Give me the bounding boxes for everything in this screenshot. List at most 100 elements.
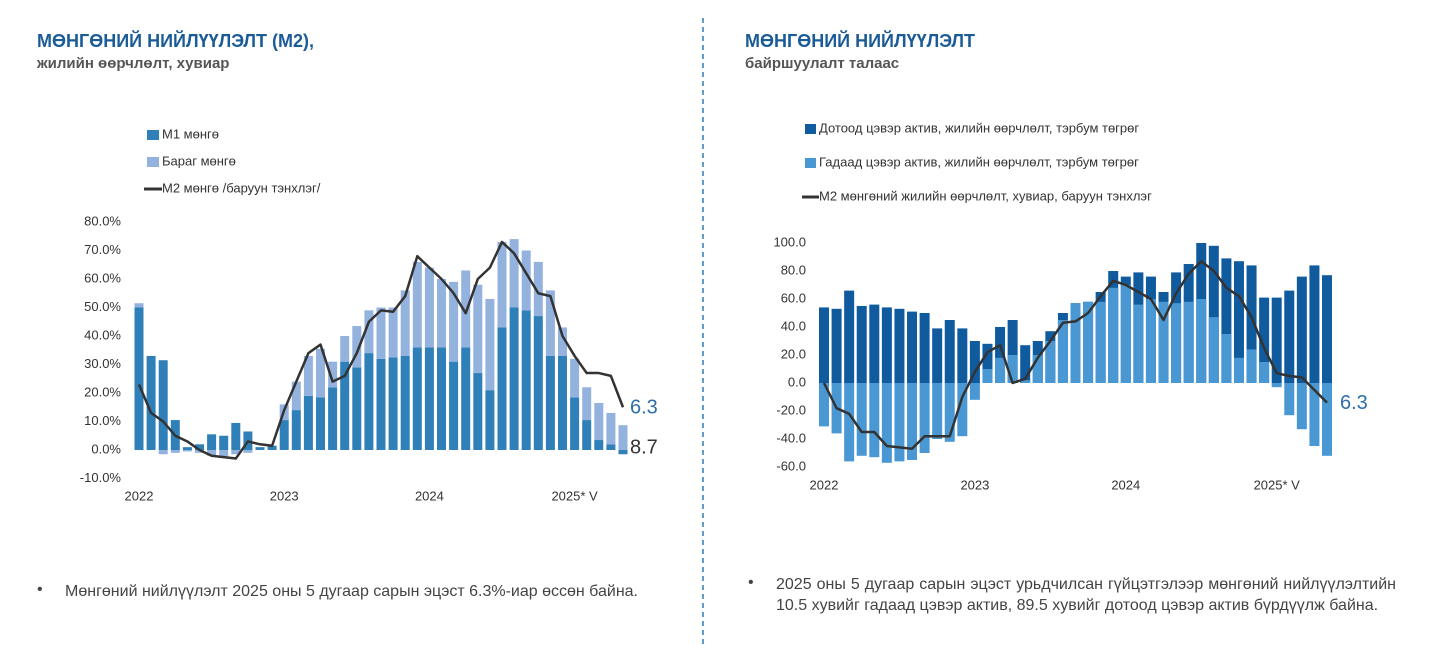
bar: [1158, 301, 1169, 383]
bar: [582, 387, 592, 421]
x-tick-label: 2023: [960, 477, 989, 492]
bar: [424, 347, 434, 450]
bar: [1045, 341, 1056, 383]
bar: [957, 383, 968, 437]
bar: [1083, 301, 1094, 383]
legend-swatch: [805, 158, 816, 168]
bar: [340, 361, 350, 450]
y-tick-label: 60.0: [781, 290, 806, 305]
y-tick-label: 80.0%: [84, 213, 121, 228]
bar: [352, 326, 362, 368]
bar: [243, 450, 253, 453]
bar: [509, 307, 519, 450]
x-tick-label: 2022: [125, 488, 154, 503]
bar: [1259, 362, 1270, 383]
y-tick-label: 0.0%: [91, 441, 121, 456]
bar: [437, 347, 446, 450]
bar: [1309, 265, 1320, 383]
bar: [461, 270, 471, 348]
legend-label: М2 мөнгөний жилийн өөрчлөлт, хувиар, бар…: [819, 188, 1152, 203]
bar: [1296, 383, 1307, 430]
bar: [485, 390, 495, 450]
bar: [594, 440, 604, 450]
note: 2025 оны 5 дугаар сарын эцэст урьдчилсан…: [776, 576, 1396, 614]
bar: [558, 355, 567, 450]
bar: [1221, 258, 1232, 383]
bar: [340, 336, 350, 362]
bar: [1171, 303, 1182, 383]
bar: [521, 250, 531, 311]
bar: [1233, 357, 1244, 383]
bar: [449, 361, 459, 450]
bar: [1020, 380, 1031, 383]
bar: [521, 310, 531, 450]
bar: [303, 355, 313, 396]
bar: [449, 281, 459, 362]
bar: [134, 307, 144, 450]
bar: [856, 306, 867, 383]
legend-label: Дотоод цэвэр актив, жилийн өөрчлөлт, тэр…: [819, 120, 1139, 135]
annotation: 6.3: [630, 397, 658, 419]
legend-swatch: [805, 124, 816, 134]
x-tick-label: 2025* V: [551, 488, 598, 503]
bar: [907, 311, 918, 383]
bar: [1133, 304, 1144, 383]
bar: [1120, 285, 1131, 383]
bar: [195, 450, 204, 453]
bar: [1057, 320, 1068, 383]
bar: [881, 383, 892, 463]
chart-title: МӨНГӨНИЙ НИЙЛҮҮЛЭЛТ: [745, 30, 975, 51]
legend-swatch: [147, 157, 159, 167]
bar: [1095, 301, 1106, 383]
bar: [1284, 290, 1295, 383]
y-tick-label: 40.0%: [84, 327, 121, 342]
y-tick-label: 10.0%: [84, 413, 121, 428]
bar: [497, 327, 507, 450]
bar: [388, 307, 398, 358]
bullet: •: [748, 574, 754, 591]
bar: [207, 450, 217, 456]
bar: [352, 367, 362, 450]
y-tick-label: 100.0: [773, 234, 806, 249]
bar: [1322, 275, 1332, 383]
note: Мөнгөний нийлүүлэлт 2025 оны 5 дугаар са…: [65, 583, 638, 600]
y-tick-label: 40.0: [781, 318, 806, 333]
bar: [1259, 297, 1270, 383]
bar: [1322, 383, 1332, 456]
bar: [473, 373, 483, 450]
x-tick-label: 2024: [1111, 477, 1140, 492]
bar: [957, 328, 968, 383]
bar: [303, 395, 313, 450]
bar: [255, 447, 265, 450]
bar: [594, 402, 604, 441]
bar: [182, 450, 192, 452]
bar: [582, 420, 592, 450]
bar: [316, 397, 325, 450]
legend-label: Гадаад цэвэр актив, жилийн өөрчлөлт, тэр…: [819, 154, 1139, 169]
line: [137, 240, 625, 460]
bar: [424, 267, 434, 348]
bar: [831, 308, 842, 383]
bar: [412, 261, 422, 348]
bar: [969, 383, 980, 400]
bullet: •: [37, 581, 43, 598]
bar: [856, 383, 867, 456]
bar: [1007, 320, 1018, 383]
bar: [195, 444, 204, 450]
bar: [146, 355, 156, 450]
legend-label: М1 мөнгө: [162, 126, 219, 141]
y-tick-label: 20.0%: [84, 384, 121, 399]
bar: [364, 353, 374, 450]
bar: [219, 450, 229, 458]
bar: [1309, 383, 1320, 446]
bar: [919, 313, 930, 383]
bar: [618, 425, 628, 450]
bar: [558, 327, 567, 356]
bar: [1183, 301, 1194, 383]
bar: [932, 328, 943, 383]
bar: [1070, 303, 1081, 383]
bar: [1108, 287, 1119, 383]
bar: [844, 383, 855, 462]
